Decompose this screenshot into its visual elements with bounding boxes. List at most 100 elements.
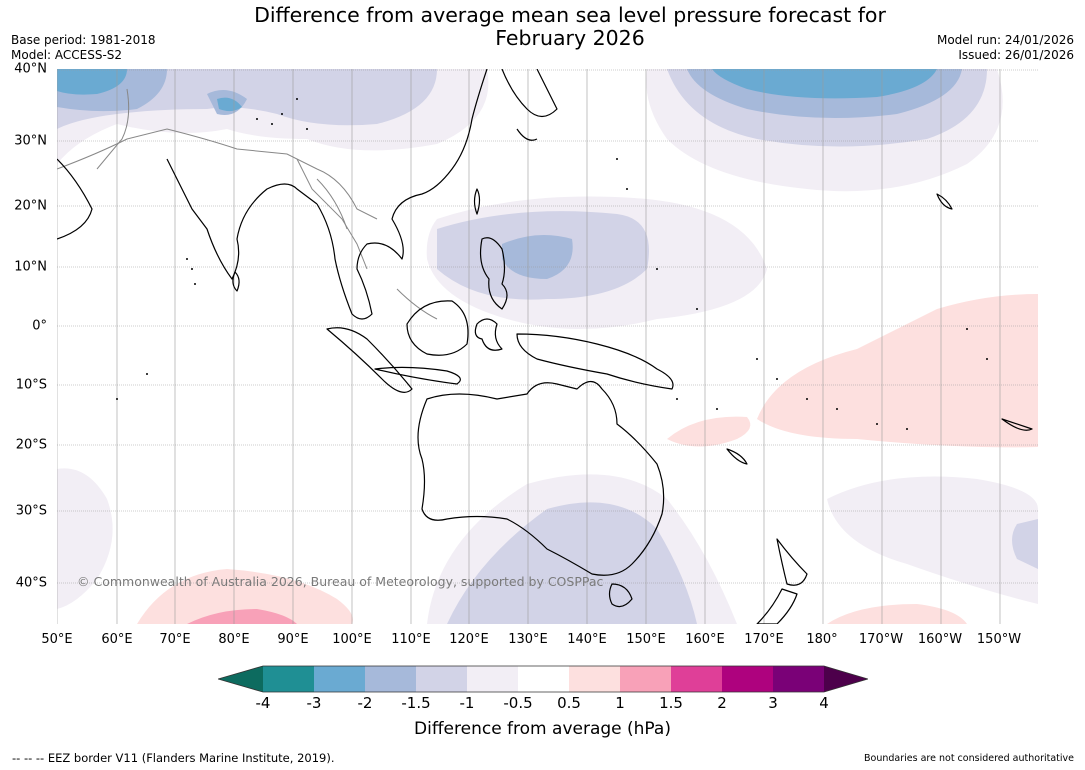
colorbar-bin [773,666,824,692]
lat-label-10n: 10°N [14,259,47,275]
colorbar-bin [263,666,314,692]
colorbar-tick-label: -1 [459,694,475,712]
issued-text: Issued: 26/01/2026 [958,48,1074,62]
model-run-text: Model run: 24/01/2026 [936,33,1074,47]
boundaries-disclaimer: Boundaries are not considered authoritat… [864,753,1074,764]
colorbar-tick-label: 3 [768,694,778,712]
indochina-outline [316,69,488,320]
title-line-2: February 2026 [495,26,645,50]
anomaly-south-indian-pos-2 [187,609,297,624]
java-outline [374,366,461,385]
borneo-outline [406,300,469,356]
lon-label-130e: 130°E [508,632,548,647]
colorbar-bin [518,666,569,692]
colorbar-bin [365,666,416,692]
colorbar-bin [569,666,620,692]
lon-label-120e: 120°E [449,632,489,647]
chart-title: Difference from average mean sea level p… [0,4,1085,50]
australia-outline [417,380,665,576]
colorbar-bin [467,666,518,692]
map-svg [57,69,1038,624]
copyright-notice: © Commonwealth of Australia 2026, Bureau… [77,574,604,589]
colorbar-extend-max [824,666,868,692]
new-zealand-south-outline [756,588,798,624]
colorbar-bin [671,666,722,692]
lon-label-100e: 100°E [332,632,372,647]
anomaly-n-pacific-deep [712,69,937,99]
colorbar-bin [416,666,467,692]
lon-label-70e: 70°E [159,632,191,647]
colorbar-tick-label: -2 [357,694,373,712]
sri-lanka-outline [232,271,240,292]
colorbar-tick-label: 1 [615,694,625,712]
lat-label-20n: 20°N [14,198,47,214]
new-caledonia-outline [726,448,748,465]
colorbar-bin [620,666,671,692]
arabia-outline [57,158,93,240]
lon-label-150w: 150°W [976,632,1022,647]
colorbar-title: Difference from average (hPa) [414,719,671,739]
colorbar-tick-label: 2 [717,694,727,712]
lon-label-50e: 50°E [41,632,73,647]
lon-label-170w: 170°W [858,632,904,647]
sumatra-outline [326,327,413,393]
lat-label-10s: 10°S [15,377,47,393]
colorbar-extend-min [218,666,263,692]
lat-label-30n: 30°N [14,133,47,149]
lon-label-170e: 170°E [744,632,784,647]
hawaii-outline [936,193,953,210]
lon-label-150e: 150°E [626,632,666,647]
colorbar-tick-label: -3 [306,694,322,712]
lat-label-20s: 20°S [15,437,47,453]
lon-label-60e: 60°E [101,632,133,647]
colorbar-tick-label: 0.5 [557,694,581,712]
land-outlines [57,69,1033,624]
tasmania-outline [608,583,633,608]
anomaly-asia-deep-2 [217,97,242,112]
lon-label-110e: 110°E [391,632,431,647]
colorbar-bin [722,666,773,692]
country-borders [57,88,438,320]
negative-anomaly-regions [57,69,1038,624]
colorbar-tick-label: 1.5 [659,694,683,712]
taiwan-outline [473,188,481,215]
anomaly-west-indian-light [57,468,113,609]
anomaly-asia-deep [57,69,127,95]
anomaly-australia-mid [447,502,697,624]
anomaly-tasman-mid [1012,519,1038,569]
colorbar-outline [218,665,868,693]
colorbar [218,665,868,693]
lat-label-equator: 0° [32,318,47,334]
colorbar-tick-label: 4 [819,694,829,712]
lon-label-90e: 90°E [277,632,309,647]
colorbar-tick-label: -0.5 [503,694,533,712]
eez-legend: -- -- -- EEZ border V11 (Flanders Marine… [12,751,335,765]
anomaly-tasman-light [827,476,1038,604]
india-outline [166,158,318,280]
anomaly-far-south-pos [827,604,967,624]
colorbar-bin [314,666,365,692]
new-zealand-north-outline [776,538,808,586]
fiji-outline [1001,418,1033,431]
lon-label-140e: 140°E [567,632,607,647]
lon-label-160w: 160°W [917,632,963,647]
lat-label-30s: 30°S [15,503,47,519]
new-guinea-outline [516,333,674,390]
model-text: Model: ACCESS-S2 [11,48,123,62]
anomaly-south-pacific-pos [757,294,1038,448]
japan-outline [501,69,558,141]
sulawesi-outline [474,318,503,351]
lon-label-80e: 80°E [218,632,250,647]
lat-label-40s: 40°S [15,575,47,591]
colorbar-tick-label: -1.5 [401,694,431,712]
anomaly-coral-sea-pos [667,416,751,447]
lon-label-160e: 160°E [685,632,725,647]
pressure-anomaly-map [57,69,1038,624]
lat-label-40n: 40°N [14,61,47,77]
lon-label-180: 180° [806,632,838,647]
small-islands [116,98,988,430]
title-line-1: Difference from average mean sea level p… [254,3,886,27]
anomaly-philippines-blue [502,235,573,279]
base-period-text: Base period: 1981-2018 [11,33,156,47]
colorbar-tick-label: -4 [255,694,271,712]
